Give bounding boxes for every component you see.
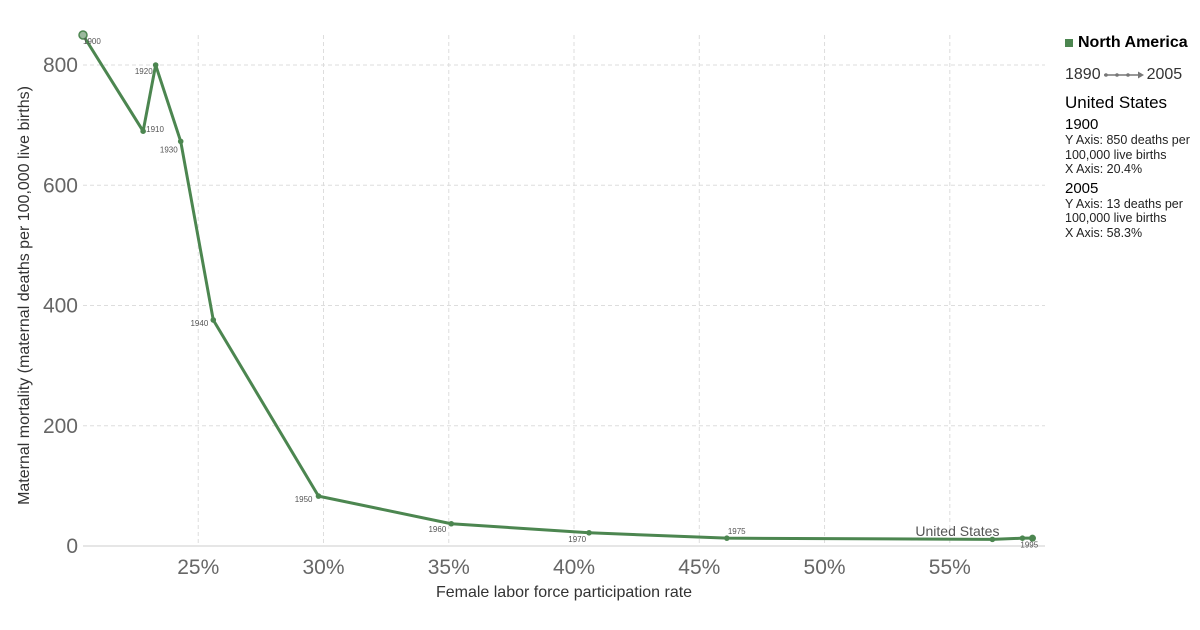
- side-panel: North America 1890 2005 United States 19…: [1065, 34, 1197, 240]
- x-tick-label: 45%: [678, 556, 720, 579]
- year-label: 1950: [295, 495, 313, 504]
- x-tick-label: 30%: [302, 556, 344, 579]
- x-tick-label: 55%: [929, 556, 971, 579]
- year-label: 1910: [146, 125, 164, 134]
- series-line: [81, 33, 1034, 541]
- info-end-y: Y Axis: 13 deaths per 100,000 live birth…: [1065, 196, 1183, 226]
- legend-swatch: [1065, 39, 1073, 47]
- series-layer: [78, 30, 1036, 543]
- info-start-x: X Axis: 20.4%: [1065, 162, 1143, 176]
- info-end: 2005 Y Axis: 13 deaths per 100,000 live …: [1065, 179, 1197, 241]
- start-marker: [78, 30, 88, 40]
- year-label: 1970: [568, 535, 586, 544]
- year-label: 1940: [190, 319, 208, 328]
- x-tick-label: 40%: [553, 556, 595, 579]
- data-point: [1028, 534, 1036, 542]
- timeline[interactable]: 1890 2005: [1065, 66, 1197, 84]
- timeline-start: 1890: [1065, 66, 1101, 83]
- data-point: [586, 529, 592, 536]
- timeline-end: 2005: [1146, 66, 1183, 83]
- entity-name: United States: [1065, 93, 1168, 112]
- year-label: 1960: [428, 525, 446, 534]
- data-point: [210, 317, 217, 323]
- grid: [83, 35, 1045, 546]
- x-tick-label: 50%: [804, 556, 846, 579]
- data-point: [177, 138, 184, 145]
- series-label: United States: [915, 523, 999, 539]
- x-tick-label: 25%: [177, 556, 219, 579]
- y-tick-label: 800: [43, 54, 78, 77]
- info-start-year: 1900: [1065, 116, 1099, 133]
- data-point: [989, 536, 996, 543]
- info-end-year: 2005: [1065, 179, 1099, 197]
- y-tick-label: 0: [66, 535, 78, 558]
- y-tick-label: 400: [43, 295, 78, 318]
- x-axis-title: Female labor force participation rate: [436, 584, 692, 601]
- timeline-arrow-icon: [1103, 71, 1144, 79]
- year-label: 1920: [135, 67, 153, 76]
- data-point: [1019, 535, 1026, 541]
- data-point: [724, 535, 730, 541]
- data-point: [140, 128, 146, 134]
- y-tick-label: 200: [43, 415, 78, 438]
- data-point: [448, 520, 455, 527]
- y-axis-title: Maternal mortality (maternal deaths per …: [16, 86, 33, 505]
- data-point: [315, 493, 322, 499]
- info-end-x: X Axis: 58.3%: [1065, 225, 1143, 240]
- legend-label: North America: [1078, 34, 1188, 51]
- legend-item-north-america[interactable]: North America: [1065, 34, 1197, 52]
- year-label: 1900: [83, 37, 101, 46]
- year-label: 1995: [1020, 540, 1038, 549]
- x-tick-label: 35%: [428, 556, 470, 579]
- info-start-y: Y Axis: 850 deaths per 100,000 live birt…: [1065, 133, 1190, 162]
- axes: 0 200 400 600 800 25% 30% 35% 40% 45% 50% 55% Female…: [16, 54, 1045, 601]
- year-label: 1930: [160, 145, 178, 154]
- point-labels: 1900 1910 1920 1930 1940 1950 1960 1970 1975 1995…: [83, 37, 1039, 549]
- info-start: 1900 Y Axis: 850 deaths per 100,000 live…: [1065, 117, 1197, 177]
- data-point: [152, 62, 159, 68]
- y-tick-label: 600: [43, 174, 78, 197]
- year-label: 1975: [728, 527, 746, 536]
